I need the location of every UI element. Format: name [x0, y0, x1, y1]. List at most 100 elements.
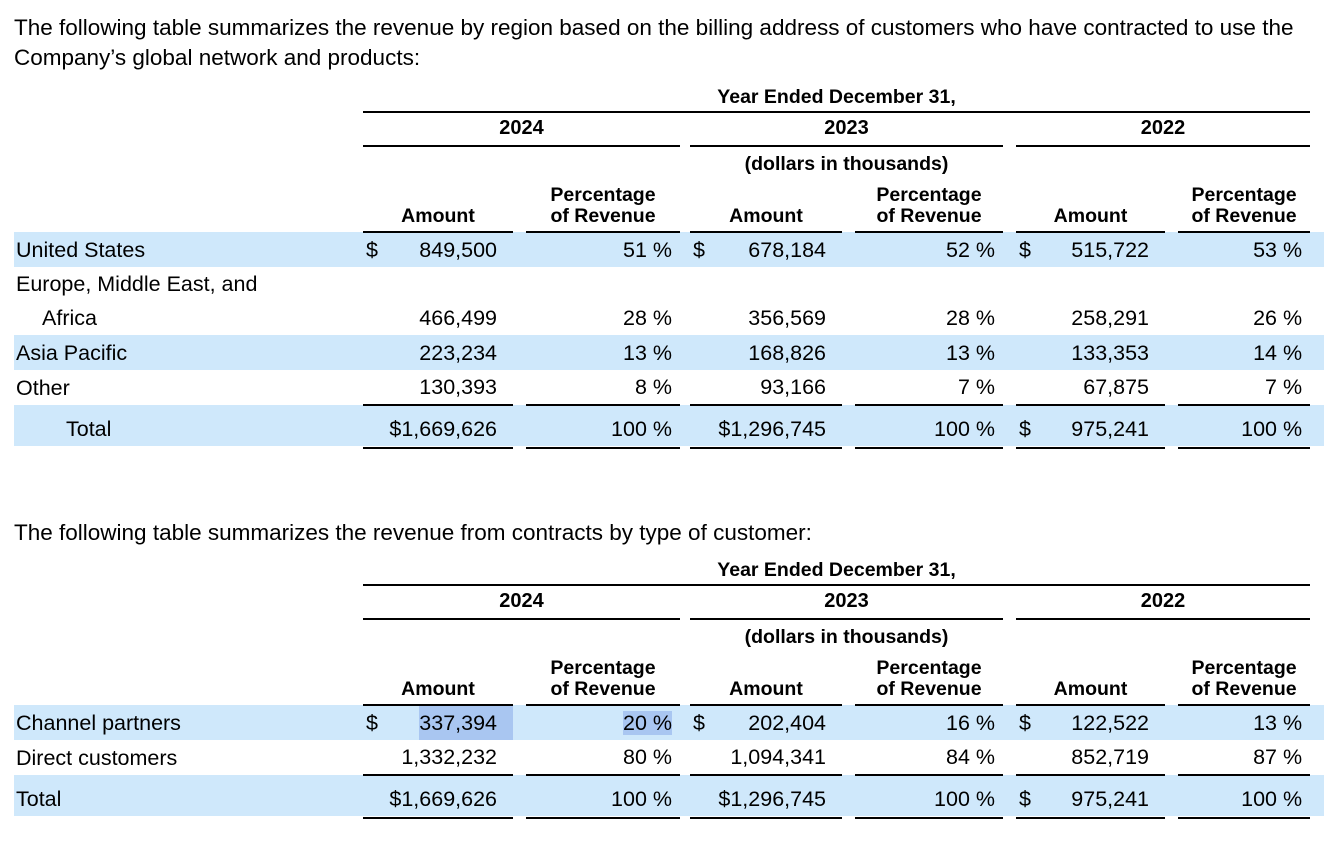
percentage-text: 8 % — [634, 375, 672, 399]
row-label-line: Asia Pacific — [16, 341, 128, 365]
year-header-row: 2024 2023 2022 — [14, 585, 1324, 620]
amount-text: 975,241 — [1071, 417, 1149, 441]
subcol-gap — [842, 335, 855, 370]
right-filler — [1310, 740, 1324, 775]
label-spacer — [14, 559, 363, 585]
year-gap — [680, 232, 690, 267]
percentage-header-line: of Revenue — [876, 205, 982, 227]
amount-cell: $515,722 — [1016, 232, 1165, 267]
amount-column-header: Amount — [690, 178, 842, 233]
right-filler — [1310, 178, 1324, 232]
amount-cell: 133,353 — [1016, 335, 1165, 370]
amount-cell: 1,332,232 — [363, 740, 513, 775]
percentage-column-header: Percentage of Revenue — [855, 178, 1003, 233]
period-header-row: Year Ended December 31, — [14, 559, 1324, 586]
year-gap — [1003, 446, 1016, 456]
label-spacer — [14, 112, 363, 146]
year-gap — [1003, 740, 1016, 775]
percentage-header-line: of Revenue — [876, 678, 982, 700]
label-spacer — [14, 446, 363, 456]
amount-text: 130,393 — [419, 375, 497, 399]
subcol-gap — [842, 178, 855, 232]
units-row: (dollars in thousands) — [14, 619, 1324, 651]
column-header-row: Amount Percentage of Revenue Amount Percenta… — [14, 178, 1324, 233]
year-header-2023: 2023 — [690, 585, 1003, 620]
amount-text: 133,353 — [1071, 341, 1149, 365]
amount-column-header: Amount — [363, 651, 513, 706]
year-gap — [1003, 335, 1016, 370]
amount-cell: 258,291 — [1016, 267, 1165, 335]
right-filler — [1310, 446, 1324, 456]
percentage-text: 100 % — [1241, 417, 1303, 441]
table-row: Europe, Middle East, and Africa 466,499 28 … — [14, 267, 1324, 335]
label-spacer — [14, 86, 363, 112]
percentage-text: 100 % — [611, 787, 672, 811]
amount-value: $515,722 — [1016, 233, 1165, 267]
currency-symbol: $ — [366, 238, 378, 262]
subcol-gap — [1165, 446, 1178, 456]
row-label-line: Africa — [42, 306, 97, 330]
percentage-cell: 28 % — [526, 267, 680, 335]
right-filler — [1310, 705, 1324, 740]
subcol-gap — [1165, 267, 1178, 335]
row-label: Asia Pacific — [14, 335, 363, 370]
subcol-gap — [513, 370, 526, 405]
amount-value: $1,669,626 — [363, 412, 513, 446]
year-gap — [680, 651, 690, 705]
amount-value: 130,393 — [363, 370, 513, 404]
percentage-cell: 100 % — [855, 774, 1003, 816]
amount-value: 67,875 — [1016, 370, 1165, 404]
right-filler — [1310, 267, 1324, 335]
selected-amount: 337,394 — [419, 706, 513, 740]
percentage-header-line: Percentage — [1191, 184, 1297, 206]
amount-text: 67,875 — [1083, 375, 1149, 399]
currency-symbol: $ — [693, 711, 705, 735]
currency-symbol: $ — [1019, 711, 1031, 735]
amount-text: $1,296,745 — [718, 417, 826, 441]
amount-value: $678,184 — [690, 233, 842, 267]
percentage-text: 16 % — [945, 711, 995, 735]
year-gap — [1003, 112, 1016, 146]
double-rule-row — [14, 816, 1324, 826]
amount-text: 515,722 — [1071, 238, 1149, 262]
percentage-cell: 7 % — [855, 370, 1003, 405]
amount-value: 93,166 — [690, 370, 842, 404]
year-gap — [680, 585, 690, 619]
subcol-gap — [1165, 816, 1178, 826]
percentage-text: 52 % — [945, 238, 995, 262]
year-gap — [680, 446, 690, 456]
table-row: Total $1,669,626 100 % $1,296,745 100 % $975,… — [14, 774, 1324, 816]
amount-text: 356,569 — [748, 306, 826, 330]
row-label: Direct customers — [14, 740, 363, 775]
row-label-line: Direct customers — [16, 746, 178, 770]
subcol-gap — [513, 740, 526, 775]
percentage-header-line: Percentage — [876, 657, 982, 679]
amount-value: $1,669,626 — [363, 782, 513, 816]
units-spacer — [363, 146, 680, 178]
percentage-header-line: Percentage — [876, 184, 982, 206]
year-gap — [1003, 619, 1016, 651]
year-gap — [680, 112, 690, 146]
year-header-2022: 2022 — [1016, 585, 1311, 620]
paragraph-revenue-by-customer-type: The following table summarizes the reven… — [14, 520, 812, 545]
subcol-gap — [513, 651, 526, 705]
currency-symbol: $ — [1019, 787, 1031, 811]
percentage-cell: 13 % — [526, 335, 680, 370]
row-label-line: Total — [66, 417, 112, 441]
amount-text: $1,669,626 — [389, 417, 497, 441]
percentage-cell: 80 % — [526, 740, 680, 775]
amount-text: 975,241 — [1071, 787, 1149, 811]
percentage-header-line: of Revenue — [1191, 205, 1297, 227]
percentage-column-header: Percentage of Revenue — [855, 651, 1003, 706]
percentage-text: 84 % — [945, 745, 995, 769]
subcol-gap — [1165, 405, 1178, 446]
label-spacer — [14, 146, 363, 178]
amount-value: $975,241 — [1016, 412, 1165, 446]
year-header-2023: 2023 — [690, 112, 1003, 147]
amount-value: 852,719 — [1016, 740, 1165, 774]
percentage-text: 7 % — [1265, 375, 1303, 399]
table-row: Channel partners $337,394 20 % $202,404 16 %… — [14, 705, 1324, 740]
amount-value: $202,404 — [690, 706, 842, 740]
row-label: Total — [14, 775, 363, 816]
row-label-line: Europe, Middle East, and — [16, 272, 258, 296]
